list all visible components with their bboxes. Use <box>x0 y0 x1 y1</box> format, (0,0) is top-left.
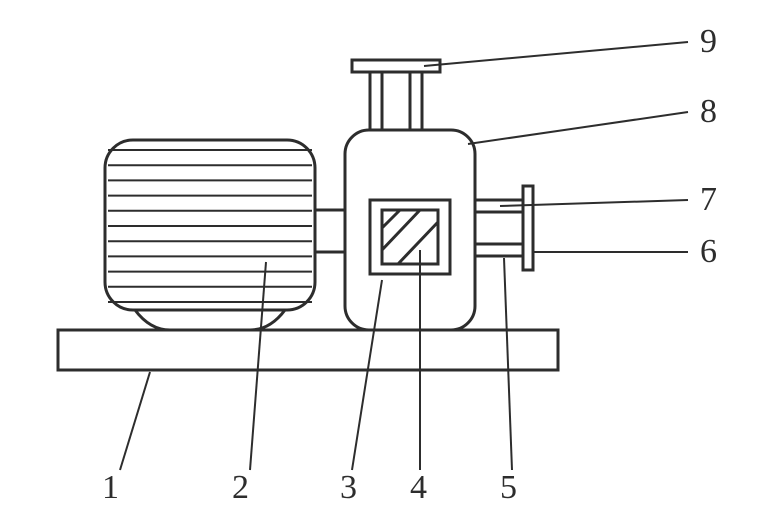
coupling-neck <box>315 210 345 252</box>
label-5: 5 <box>500 469 517 506</box>
label-3: 3 <box>340 469 357 506</box>
top-pipe-left <box>370 72 382 130</box>
outlet-pipe-bottom <box>475 244 523 256</box>
leader-8 <box>468 112 688 144</box>
label-6: 6 <box>700 233 717 270</box>
label-1: 1 <box>102 469 119 506</box>
label-9: 9 <box>700 23 717 60</box>
leader-1 <box>120 372 150 470</box>
pump-chamber <box>345 130 475 330</box>
top-pipe-right <box>410 72 422 130</box>
label-4: 4 <box>410 469 427 506</box>
label-8: 8 <box>700 93 717 130</box>
leader-7 <box>500 200 688 206</box>
leader-2 <box>250 262 266 470</box>
base-plate <box>58 330 558 370</box>
pump-diagram: 1 2 3 4 5 6 7 8 9 <box>0 0 762 513</box>
outlet-flange <box>523 186 533 270</box>
window-hatch <box>382 210 438 264</box>
leader-3 <box>352 280 382 470</box>
leader-5 <box>504 258 512 470</box>
leader-9 <box>424 42 688 66</box>
label-2: 2 <box>232 469 249 506</box>
motor-stripes <box>108 150 312 302</box>
label-7: 7 <box>700 181 717 218</box>
